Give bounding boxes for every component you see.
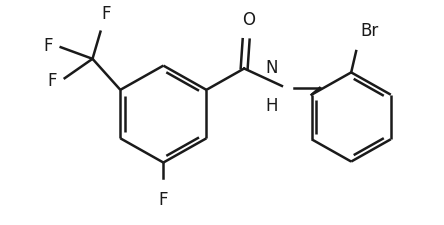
Text: F: F bbox=[159, 190, 168, 208]
Text: N: N bbox=[266, 59, 278, 77]
Text: H: H bbox=[266, 96, 278, 114]
Text: F: F bbox=[43, 37, 53, 55]
Text: O: O bbox=[242, 11, 255, 29]
Text: F: F bbox=[47, 72, 57, 90]
Text: Br: Br bbox=[360, 22, 378, 40]
Text: F: F bbox=[102, 5, 111, 23]
